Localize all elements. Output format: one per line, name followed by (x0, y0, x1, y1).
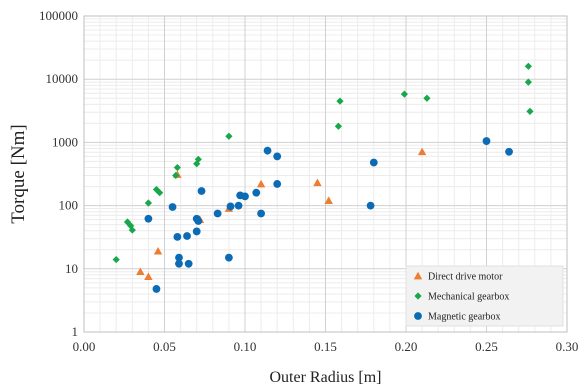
series-mechanical-gearbox (112, 62, 534, 264)
data-point-magnetic-gearbox (226, 202, 235, 211)
data-point-magnetic-gearbox (505, 147, 513, 156)
data-point-mechanical-gearbox (144, 199, 152, 207)
data-point-magnetic-gearbox (369, 158, 378, 167)
data-point-magnetic-gearbox (241, 192, 249, 201)
legend-label-mechanical-gearbox: Mechanical gearbox (428, 292, 509, 303)
x-axis-title: Outer Radius [m] (270, 369, 382, 386)
legend-marker-magnetic-gearbox (414, 312, 422, 320)
data-point-direct-drive-motor (324, 196, 333, 204)
x-axis-ticks: 0.00 0.05 0.10 0.15 0.20 0.25 0.30 (73, 339, 579, 354)
x-tick-label: 0.05 (153, 339, 176, 354)
data-point-mechanical-gearbox (112, 255, 120, 264)
data-point-magnetic-gearbox (173, 232, 182, 241)
y-tick-label: 100 (59, 198, 79, 213)
data-points (112, 62, 534, 293)
x-tick-label: 0.30 (556, 339, 579, 354)
legend: Direct drive motor Mechanical gearbox Magn… (405, 265, 564, 327)
y-axis-title: Torque [Nm] (8, 124, 29, 223)
data-point-mechanical-gearbox (156, 189, 164, 197)
data-point-magnetic-gearbox (168, 203, 177, 211)
y-axis-ticks: 1 10 100 1000 10000 100000 (39, 8, 78, 339)
data-point-mechanical-gearbox (128, 226, 136, 234)
legend-box (405, 265, 564, 327)
x-tick-label: 0.10 (234, 339, 257, 354)
series-magnetic-gearbox (144, 137, 513, 293)
x-tick-label: 0.00 (73, 339, 96, 354)
data-point-magnetic-gearbox (194, 217, 203, 225)
data-point-mechanical-gearbox (526, 107, 534, 115)
data-point-magnetic-gearbox (366, 201, 375, 210)
x-tick-label: 0.25 (475, 339, 498, 354)
data-point-magnetic-gearbox (482, 137, 491, 145)
y-tick-label: 10 (65, 261, 78, 276)
data-point-magnetic-gearbox (197, 187, 206, 195)
data-point-magnetic-gearbox (184, 259, 193, 268)
data-point-magnetic-gearbox (183, 232, 191, 240)
data-point-direct-drive-motor (256, 179, 266, 188)
data-point-mechanical-gearbox (400, 90, 408, 98)
data-point-magnetic-gearbox (225, 253, 233, 262)
data-point-magnetic-gearbox (175, 259, 183, 268)
data-point-magnetic-gearbox (273, 152, 282, 161)
data-point-magnetic-gearbox (234, 201, 243, 210)
data-point-mechanical-gearbox (336, 97, 344, 105)
x-tick-label: 0.15 (314, 339, 337, 354)
y-tick-label: 10000 (46, 71, 79, 86)
data-point-mechanical-gearbox (225, 132, 233, 140)
data-point-magnetic-gearbox (257, 209, 265, 218)
legend-marker-mechanical-gearbox (414, 292, 422, 300)
y-tick-label: 1 (72, 324, 79, 339)
legend-label-direct-drive-motor: Direct drive motor (428, 272, 503, 283)
data-point-mechanical-gearbox (172, 171, 180, 180)
data-point-mechanical-gearbox (334, 122, 342, 130)
data-point-magnetic-gearbox (273, 180, 282, 188)
data-point-direct-drive-motor (313, 178, 322, 187)
data-point-magnetic-gearbox (263, 146, 272, 155)
data-point-mechanical-gearbox (524, 62, 532, 70)
y-tick-label: 100000 (39, 8, 78, 23)
data-point-direct-drive-motor (136, 267, 145, 276)
y-tick-label: 1000 (52, 134, 78, 149)
data-point-direct-drive-motor (417, 147, 427, 156)
legend-marker-direct-drive-motor (413, 271, 423, 280)
x-tick-label: 0.20 (395, 339, 418, 354)
data-point-direct-drive-motor (153, 246, 163, 255)
data-point-magnetic-gearbox (152, 285, 161, 293)
data-point-mechanical-gearbox (194, 155, 202, 163)
data-point-magnetic-gearbox (252, 188, 261, 197)
data-point-mechanical-gearbox (173, 163, 181, 172)
data-point-magnetic-gearbox (192, 227, 201, 236)
data-point-magnetic-gearbox (144, 214, 153, 223)
data-point-direct-drive-motor (144, 272, 153, 281)
data-point-mechanical-gearbox (423, 94, 431, 102)
data-point-magnetic-gearbox (213, 209, 222, 218)
data-point-magnetic-gearbox (175, 253, 183, 262)
data-point-mechanical-gearbox (524, 78, 532, 86)
legend-label-magnetic-gearbox: Magnetic gearbox (428, 312, 500, 323)
plot-area-frame (83, 15, 568, 333)
